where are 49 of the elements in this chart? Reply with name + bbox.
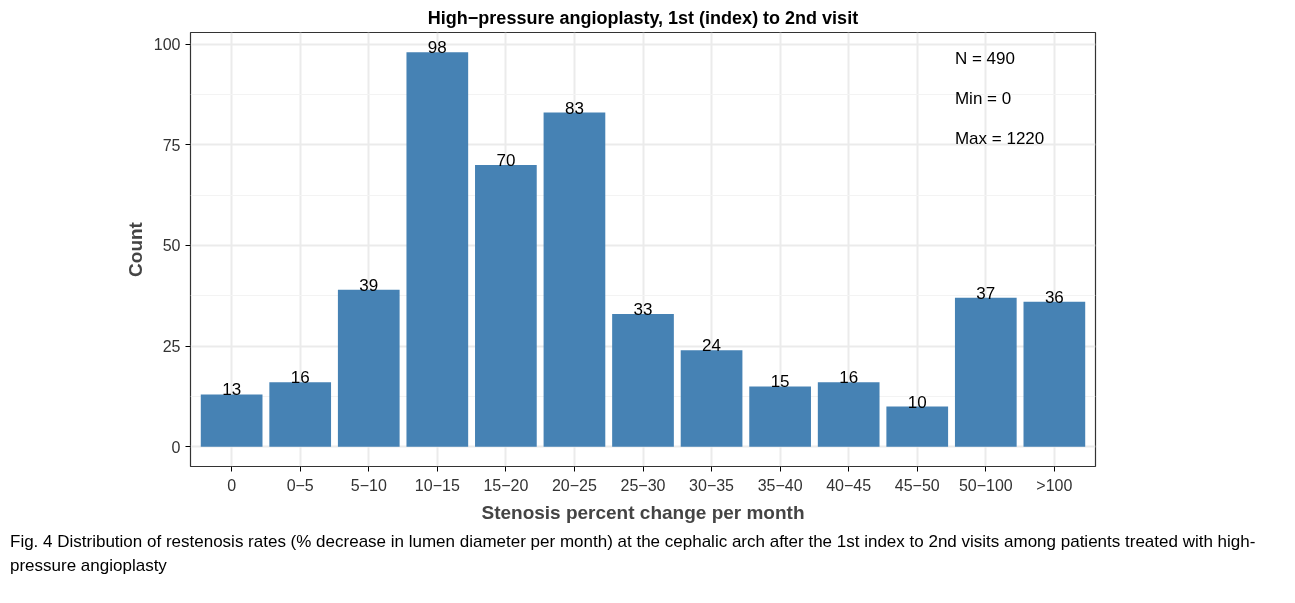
bar (680, 350, 743, 447)
bar (886, 406, 949, 447)
bar (543, 112, 606, 447)
annotation: Min = 0 (954, 88, 1012, 108)
chart-title: High−pressure angioplasty, 1st (index) to 2nd visit (427, 7, 859, 28)
y-axis-title: Count (124, 221, 146, 277)
data-label: 98 (427, 38, 447, 58)
x-tick-label: 0 (227, 476, 237, 494)
x-axis-title: Stenosis percent change per month (481, 501, 805, 523)
y-tick-label: 100 (153, 36, 181, 54)
bar (200, 394, 263, 447)
bar (406, 52, 469, 447)
bar (337, 289, 400, 447)
data-label: 10 (907, 392, 927, 412)
x-tick-label: 40−45 (826, 476, 872, 494)
x-tick-label: 0−5 (286, 476, 314, 494)
bar (475, 164, 537, 447)
data-label: 16 (839, 368, 859, 388)
x-tick-label: 25−30 (620, 476, 666, 494)
x-tick-label: 15−20 (483, 476, 529, 494)
bar (612, 313, 674, 447)
data-label: 24 (702, 336, 722, 356)
caption: Fig. 4 Distribution of restenosis rates (% decrease in lumen diameter per month) at the cephalic arch after the 1st index to 2nd visits among patients treated with high-pressure angioplasty (10, 531, 1257, 578)
data-label: 16 (290, 368, 310, 388)
data-label: 37 (976, 283, 996, 303)
y-tick-label: 25 (162, 338, 181, 356)
bar (817, 382, 880, 447)
x-tick-label: 5−10 (350, 476, 387, 494)
data-label: 83 (564, 98, 584, 118)
x-tick-label: 45−50 (894, 476, 940, 494)
data-label: 13 (222, 380, 242, 400)
bar (269, 382, 332, 447)
annotation: N = 490 (954, 49, 1015, 69)
bar (749, 386, 811, 447)
x-tick-label: 20−25 (551, 476, 598, 494)
y-tick-label: 0 (171, 438, 181, 456)
data-label: 15 (770, 372, 790, 392)
x-tick-label: 30−35 (689, 476, 735, 494)
data-label: 36 (1044, 287, 1064, 307)
data-label: 39 (359, 275, 379, 295)
x-tick-label: 10−15 (414, 476, 460, 494)
bar (954, 297, 1017, 447)
x-tick-label: 35−40 (757, 476, 803, 494)
bar (1023, 301, 1086, 447)
y-tick-label: 50 (162, 237, 181, 255)
annotation: Max = 1220 (954, 128, 1045, 148)
x-tick-label: >100 (1036, 476, 1073, 494)
x-tick-label: 50−100 (958, 476, 1013, 494)
y-tick-label: 75 (162, 136, 181, 154)
